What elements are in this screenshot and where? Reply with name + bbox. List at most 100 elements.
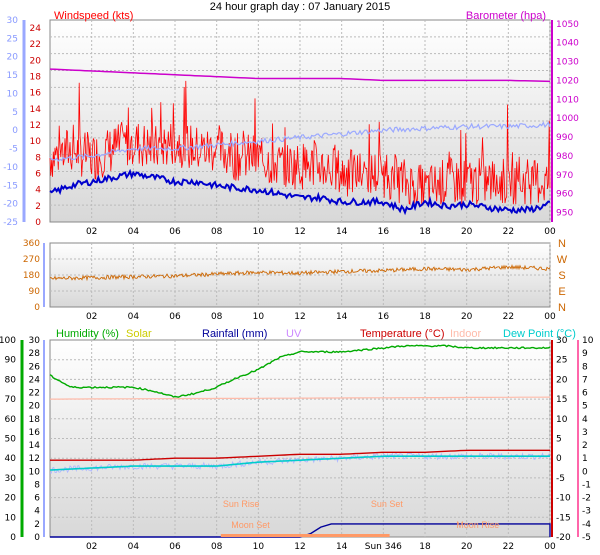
humidity-label: Humidity (%) [56,328,119,340]
uv-y-tick: 10 [582,336,594,346]
humidity-y-tick: 10 [5,513,17,523]
wind-y-tick: 0 [35,218,41,228]
temp-y-tick: -10 [556,494,571,504]
x-tick-label: 22 [503,227,514,237]
baro-y-tick: 990 [556,133,573,143]
x-tick-label: 08 [211,227,223,237]
uv-y-tick: 3 [582,428,588,438]
avg-wind-series [49,168,551,216]
x-tick-label: 22 [503,542,514,552]
baro-y-tick: 1030 [556,58,579,68]
x-tick-label: 02 [86,312,97,322]
temp-y-tick: 25 [7,34,18,44]
wind-y-tick: 16 [30,89,42,99]
x-tick-label: 00 [544,312,556,322]
baro-y-tick: 1040 [556,39,579,49]
temp-y-tick: 30 [556,336,568,346]
uv-y-tick: 7 [582,375,588,385]
baro-y-tick: 1020 [556,76,579,86]
x-tick-label: 18 [419,542,431,552]
temp-y-tick: -20 [3,200,18,210]
barometer-label: Barometer (hpa) [466,10,546,22]
rain-y-tick: 16 [29,428,41,438]
wind-y-tick: 10 [30,137,42,147]
humidity-y-tick: 90 [5,356,17,366]
temp-y-tick: 0 [556,454,562,464]
rain-y-tick: 24 [29,375,41,385]
temp-y-tick: 5 [556,435,562,445]
indoor-series [50,396,551,400]
temp-y-tick: 15 [556,395,567,405]
compass-label: N [558,302,566,314]
temp-y-tick: 15 [7,71,18,81]
rain-y-tick: 0 [34,533,40,543]
x-tick-label: 14 [336,227,348,237]
temp-y-tick: -5 [9,145,18,155]
compass-label: S [558,270,565,282]
rain-y-tick: 28 [29,349,41,359]
humidity-y-tick: 40 [5,454,17,464]
humidity-y-tick: 30 [5,474,17,484]
humidity-y-tick: 50 [5,435,17,445]
x-tick-label: 08 [211,312,223,322]
uv-y-tick: -1 [582,480,591,490]
wind-y-tick: 2 [35,202,41,212]
uv-label: UV [286,328,302,340]
sun-set-label: Sun Set [371,499,404,509]
moon-set-label: Moon Set [231,520,270,530]
chart-title: 24 hour graph day : 07 January 2015 [210,1,390,13]
temp-y-tick: -5 [556,474,565,484]
compass-label: N [558,238,566,250]
x-tick-label: 02 [86,542,97,552]
temp-series-panel1 [49,121,551,162]
x-tick-label: 12 [294,312,305,322]
direction-y-tick: 90 [29,287,41,297]
temp-y-tick: 10 [556,415,568,425]
rain-y-tick: 6 [34,494,40,504]
humidity-y-tick: 0 [10,533,16,543]
rain-y-tick: 4 [34,507,40,517]
uv-y-tick: 5 [582,402,588,412]
temp-y-tick: -25 [3,218,18,228]
uv-y-tick: 6 [582,389,588,399]
baro-y-tick: 980 [556,152,573,162]
x-tick-label: 02 [86,227,97,237]
temp-y-tick: 20 [556,375,568,385]
rainfall-label: Rainfall (mm) [202,328,267,340]
x-tick-label: 06 [169,312,181,322]
uv-y-tick: -2 [582,494,591,504]
humidity-y-tick: 60 [5,415,17,425]
dew-point-label: Dew Point (°C) [503,328,576,340]
x-tick-label: 04 [128,227,140,237]
humidity-y-tick: 70 [5,395,17,405]
x-tick-label: 16 [378,312,390,322]
rain-y-tick: 22 [29,389,40,399]
baro-y-tick: 1010 [556,95,579,105]
x-tick-label: 10 [253,312,265,322]
barometer-series [49,68,551,83]
direction-series [49,264,551,282]
direction-y-tick: 360 [23,239,40,249]
rain-y-tick: 14 [29,441,41,451]
x-tick-label: 18 [419,227,431,237]
uv-y-tick: 2 [582,441,588,451]
wind-y-tick: 14 [30,105,42,115]
dew-point-series [49,455,550,471]
compass-label: W [557,254,568,266]
x-tick-label: 06 [169,542,181,552]
temp-y-tick: 20 [7,53,19,63]
uv-y-tick: -5 [582,533,591,543]
x-tick-label: 20 [461,542,473,552]
baro-y-tick: 950 [556,209,573,219]
x-tick-label: 10 [253,542,265,552]
x-tick-label: 18 [419,312,431,322]
daylight-bar [220,534,390,537]
temp-y-tick: 5 [12,108,18,118]
rain-y-tick: 20 [29,402,41,412]
wind-y-tick: 22 [30,40,41,50]
temp-y-tick: 10 [7,89,19,99]
uv-y-tick: 8 [582,362,588,372]
x-tick-label: 08 [211,542,223,552]
direction-y-tick: 180 [23,271,40,281]
uv-y-tick: -3 [582,507,591,517]
